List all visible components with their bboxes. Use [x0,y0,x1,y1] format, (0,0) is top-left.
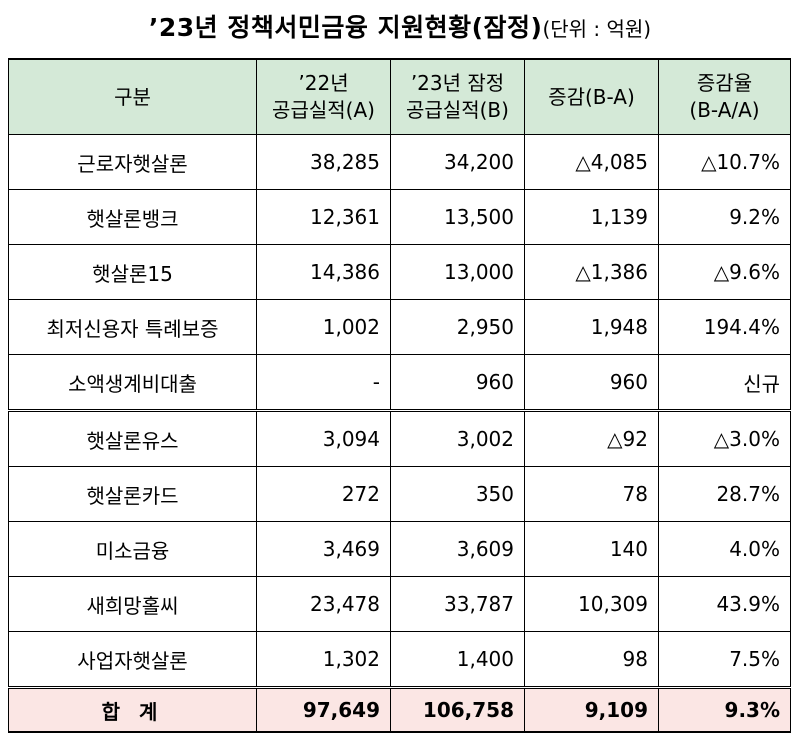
row-rate: 9.2% [658,189,791,245]
row-2022: 272 [256,466,391,522]
row-diff: 98 [524,631,659,688]
row-2022: 1,302 [256,631,391,688]
header-row: 구분 ’22년 공급실적(A) ’23년 잠정 공급실적(B) 증감(B-A) 증감… [8,58,791,135]
table-row: 근로자햇살론 38,285 34,200 △4,085 △10.7% [8,134,791,190]
row-rate: 194.4% [658,299,791,355]
row-rate: △3.0% [658,409,791,467]
table-row: 소액생계비대출 - 960 960 신규 [8,354,791,411]
row-diff: 960 [524,354,659,411]
table-row: 햇살론카드 272 350 78 28.7% [8,466,791,522]
row-name: 햇살론카드 [8,466,257,522]
row-2022: 14,386 [256,244,391,300]
title-row: ’23년 정책서민금융 지원현황(잠정)(단위 : 억원) [0,0,800,56]
header-rate: 증감율 (B-A/A) [658,58,791,135]
row-diff: 140 [524,521,659,577]
table-row: 햇살론유스 3,094 3,002 △92 △3.0% [8,409,791,467]
table-row: 미소금융 3,469 3,609 140 4.0% [8,521,791,577]
row-2023: 2,950 [390,299,525,355]
header-diff: 증감(B-A) [524,58,659,135]
table-row: 최저신용자 특례보증 1,002 2,950 1,948 194.4% [8,299,791,355]
row-name: 햇살론15 [8,244,257,300]
row-diff: 1,139 [524,189,659,245]
row-name: 햇살론뱅크 [8,189,257,245]
unit-label: (단위 : 억원) [542,17,652,41]
table-row: 햇살론뱅크 12,361 13,500 1,139 9.2% [8,189,791,245]
total-2022: 97,649 [256,686,391,733]
row-rate: △10.7% [658,134,791,190]
row-name: 최저신용자 특례보증 [8,299,257,355]
row-name: 햇살론유스 [8,409,257,467]
row-2023: 34,200 [390,134,525,190]
row-2022: - [256,354,391,411]
row-rate: 7.5% [658,631,791,688]
row-2023: 3,609 [390,521,525,577]
row-2023: 33,787 [390,576,525,632]
row-name: 소액생계비대출 [8,354,257,411]
row-2023: 13,500 [390,189,525,245]
row-2022: 3,469 [256,521,391,577]
total-row: 합 계 97,649 106,758 9,109 9.3% [8,686,791,733]
row-rate: 43.9% [658,576,791,632]
row-2023: 13,000 [390,244,525,300]
row-rate: △9.6% [658,244,791,300]
total-name: 합 계 [8,686,257,733]
header-category: 구분 [8,58,257,135]
row-2022: 12,361 [256,189,391,245]
total-2023: 106,758 [390,686,525,733]
table-row: 새희망홀씨 23,478 33,787 10,309 43.9% [8,576,791,632]
row-diff: 78 [524,466,659,522]
total-rate: 9.3% [658,686,791,733]
row-rate: 28.7% [658,466,791,522]
header-2023: ’23년 잠정 공급실적(B) [390,58,525,135]
row-2022: 1,002 [256,299,391,355]
row-name: 미소금융 [8,521,257,577]
row-2022: 3,094 [256,409,391,467]
support-table: 구분 ’22년 공급실적(A) ’23년 잠정 공급실적(B) 증감(B-A) 증감… [8,58,791,733]
row-diff: 1,948 [524,299,659,355]
header-2022: ’22년 공급실적(A) [256,58,391,135]
row-name: 근로자햇살론 [8,134,257,190]
row-name: 사업자햇살론 [8,631,257,688]
row-diff: △1,386 [524,244,659,300]
row-rate: 4.0% [658,521,791,577]
row-2022: 38,285 [256,134,391,190]
row-diff: △4,085 [524,134,659,190]
row-diff: △92 [524,409,659,467]
table-row: 햇살론15 14,386 13,000 △1,386 △9.6% [8,244,791,300]
table-row: 사업자햇살론 1,302 1,400 98 7.5% [8,631,791,688]
row-rate: 신규 [658,354,791,411]
row-2023: 960 [390,354,525,411]
row-diff: 10,309 [524,576,659,632]
row-name: 새희망홀씨 [8,576,257,632]
row-2023: 1,400 [390,631,525,688]
total-diff: 9,109 [524,686,659,733]
row-2023: 350 [390,466,525,522]
row-2023: 3,002 [390,409,525,467]
row-2022: 23,478 [256,576,391,632]
page-title: ’23년 정책서민금융 지원현황(잠정) [148,13,543,42]
